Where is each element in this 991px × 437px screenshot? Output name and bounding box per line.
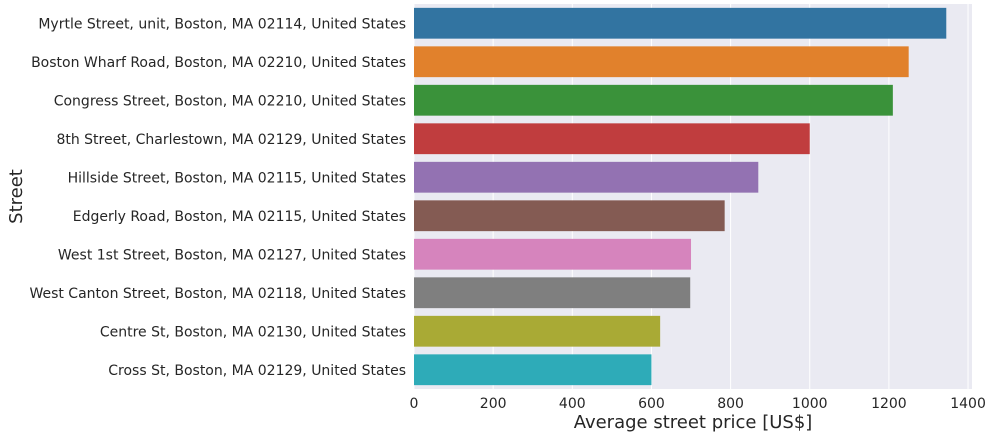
bar [414,123,810,155]
bar [414,46,909,78]
y-tick-label: Myrtle Street, unit, Boston, MA 02114, U… [38,16,406,32]
bar [414,238,692,270]
x-tick-label: 400 [559,396,586,412]
y-tick-label: Congress Street, Boston, MA 02210, Unite… [54,93,406,109]
x-tick-label: 800 [717,396,744,412]
y-tick-label: Hillside Street, Boston, MA 02115, Unite… [68,170,406,186]
y-tick-label: Cross St, Boston, MA 02129, United State… [108,363,406,379]
y-tick-labels: Myrtle Street, unit, Boston, MA 02114, U… [29,16,406,379]
bar [414,200,725,232]
bar [414,84,893,116]
x-tick-label: 600 [638,396,665,412]
y-axis-title: Street [6,169,27,224]
bars [414,7,947,386]
x-tick-labels: 0 200 400 600 800 1000 1200 1400 [410,396,986,412]
bar [414,315,661,347]
bar [414,277,691,309]
x-tick-label: 1000 [792,396,828,412]
bar [414,354,652,386]
x-tick-label: 0 [410,396,419,412]
bar [414,7,947,39]
y-tick-label: Boston Wharf Road, Boston, MA 02210, Uni… [31,55,406,71]
x-axis-title: Average street price [US$] [574,412,813,433]
y-tick-label: West Canton Street, Boston, MA 02118, Un… [29,286,406,302]
y-tick-label: Centre St, Boston, MA 02130, United Stat… [100,324,406,340]
y-tick-label: West 1st Street, Boston, MA 02127, Unite… [58,247,406,263]
y-tick-label: 8th Street, Charlestown, MA 02129, Unite… [56,132,406,148]
y-tick-label: Edgerly Road, Boston, MA 02115, United S… [73,209,406,225]
bar [414,161,759,193]
x-tick-label: 1200 [871,396,907,412]
x-tick-label: 1400 [950,396,986,412]
x-tick-label: 200 [480,396,507,412]
